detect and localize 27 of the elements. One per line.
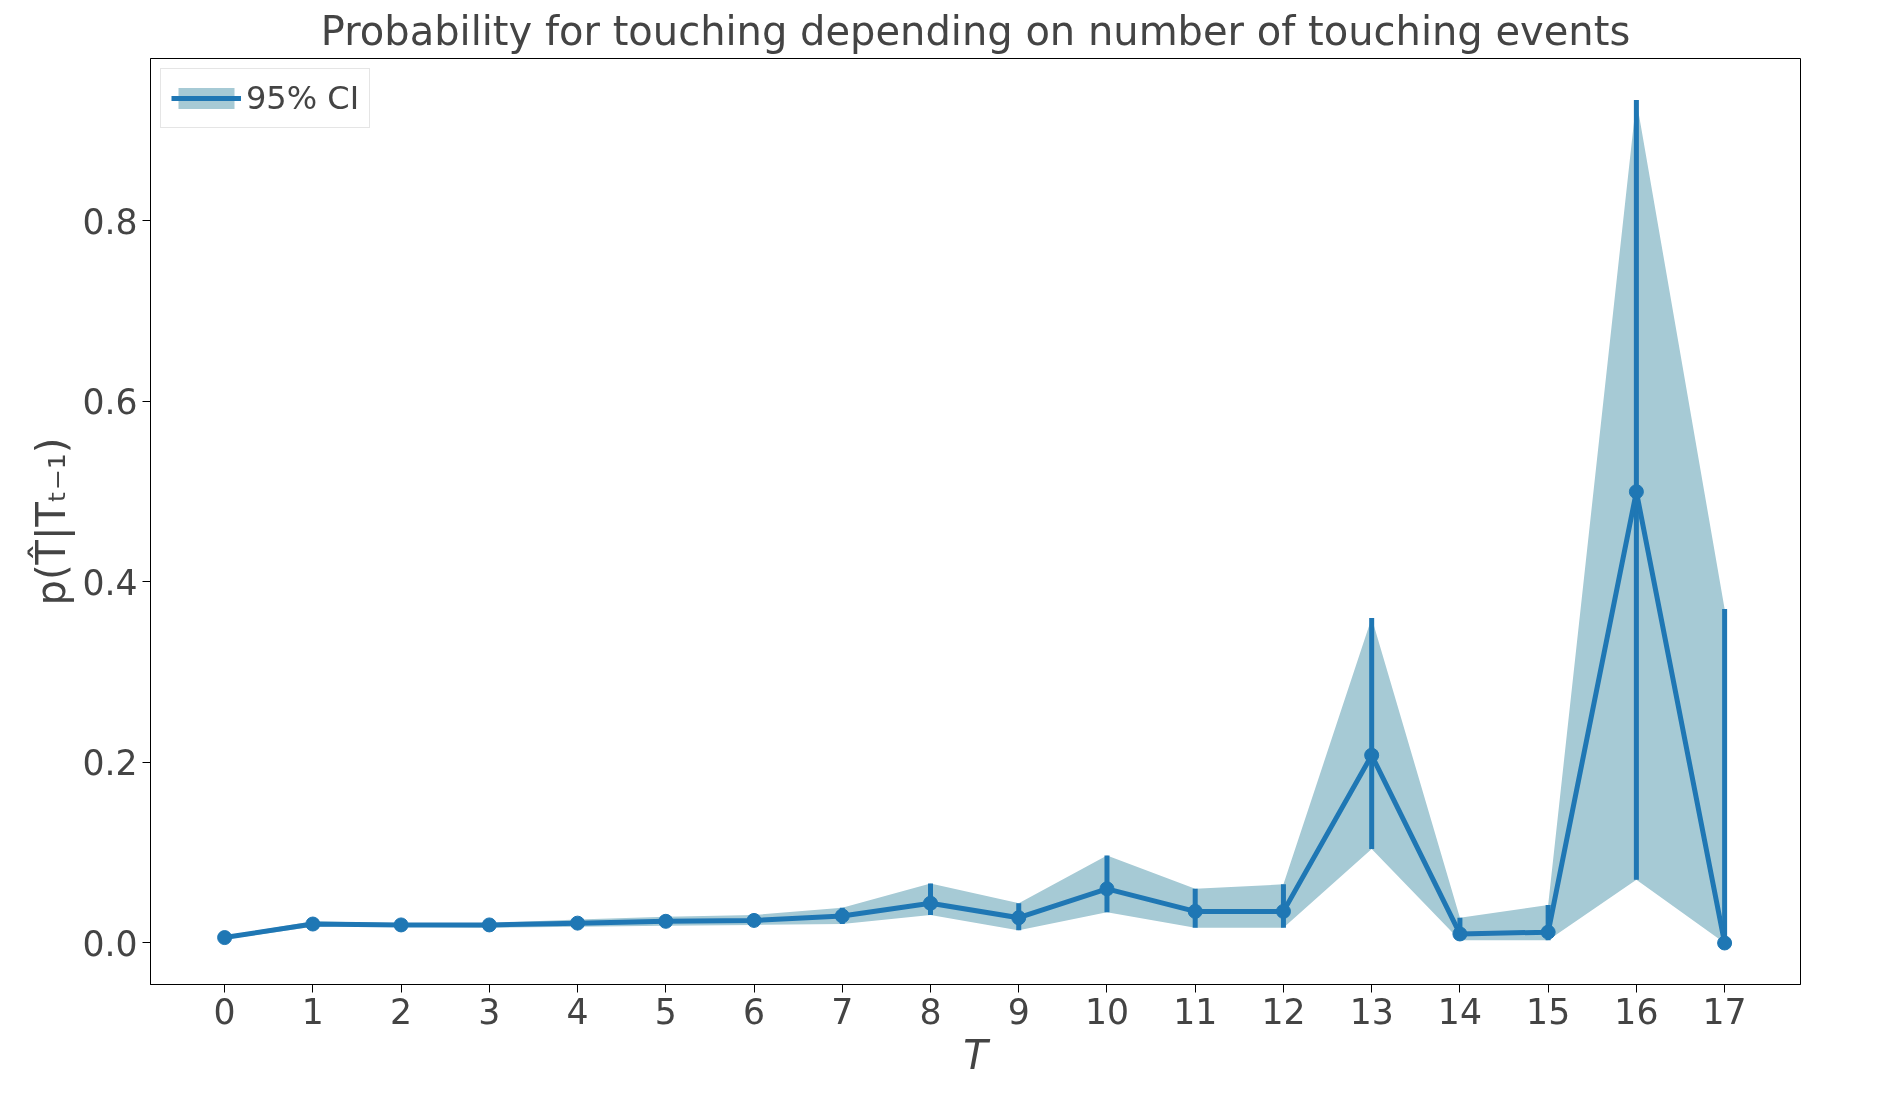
y-tick-label: 0.0 [82,923,138,964]
x-axis-title: T [963,1031,992,1078]
x-tick-label: 12 [1261,991,1306,1032]
y-tick-label: 0.2 [82,743,138,784]
x-tick-label: 2 [390,991,413,1032]
x-tick-label: 13 [1349,991,1394,1032]
x-tick-label: 15 [1526,991,1571,1032]
x-tick-label: 5 [654,991,677,1032]
x-tick-label: 11 [1173,991,1218,1032]
x-tick-label: 0 [213,991,236,1032]
y-tick-label: 0.4 [82,562,138,603]
chart-title: Probability for touching depending on number of touching events [320,7,1631,54]
x-tick-label: 6 [743,991,766,1032]
x-tick-label: 16 [1614,991,1659,1032]
x-tick-label: 8 [919,991,942,1032]
x-tick-label: 14 [1437,991,1482,1032]
y-axis-title: p(T̂|Tₜ₋₁) [27,437,76,606]
x-tick-label: 7 [831,991,854,1032]
x-tick-label: 1 [301,991,324,1032]
legend-label: 95% CI [246,79,360,117]
x-tick-label: 4 [566,991,589,1032]
y-tick-label: 0.6 [82,382,138,423]
x-tick-label: 17 [1702,991,1747,1032]
x-tick-label: 9 [1007,991,1030,1032]
y-tick-label: 0.8 [82,201,138,242]
x-tick-label: 10 [1084,991,1130,1032]
x-tick-label: 3 [478,991,501,1032]
